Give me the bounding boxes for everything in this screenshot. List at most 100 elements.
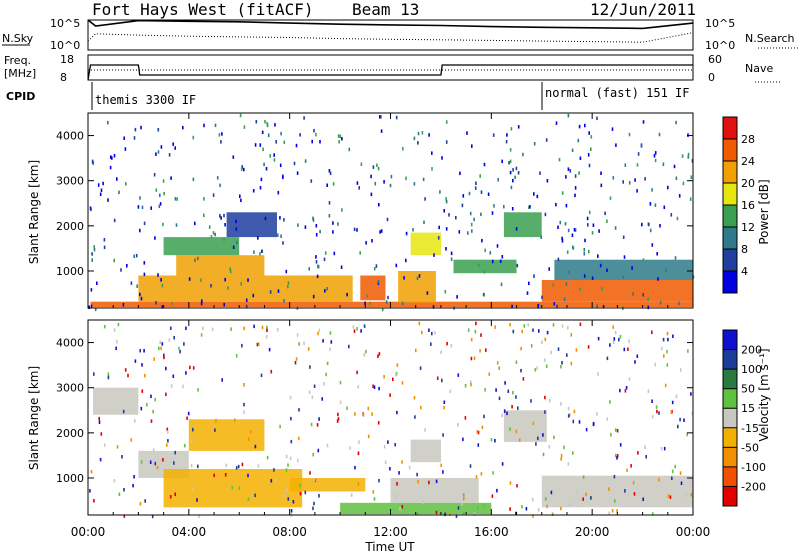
velocity-speckle [165, 392, 167, 397]
velocity-speckle [378, 478, 380, 483]
power-speckle [160, 278, 162, 282]
velocity-speckle [679, 471, 682, 475]
power-speckle [509, 148, 512, 152]
power-speckle [654, 203, 657, 207]
velocity-region-6 [390, 478, 479, 503]
velocity-speckle [100, 432, 103, 436]
velocity-speckle [671, 469, 674, 474]
power-speckle [571, 233, 574, 237]
velocity-speckle [290, 416, 292, 421]
velocity-speckle [116, 340, 118, 344]
power-speckle [506, 133, 508, 137]
nsky-left-tick-bottom: 10^0 [50, 39, 80, 52]
velocity-speckle [680, 481, 683, 485]
power-speckle [287, 284, 289, 289]
power-speckle [578, 171, 580, 175]
power-speckle [139, 228, 141, 233]
velocity-speckle [670, 410, 673, 414]
power-speckle [654, 158, 657, 163]
power-colorbar-swatch [723, 183, 737, 206]
power-speckle [606, 219, 608, 223]
power-speckle [304, 225, 307, 229]
velocity-speckle [326, 443, 329, 448]
power-speckle [282, 175, 284, 180]
velocity-speckle [418, 321, 421, 326]
power-speckle [162, 179, 165, 183]
velocity-speckle [211, 327, 214, 332]
velocity-speckle [647, 389, 650, 393]
velocity-speckle [543, 358, 546, 362]
velocity-panel: Slant Range [km] 1000 2000 3000 4000 [27, 319, 694, 519]
power-speckle [125, 182, 127, 186]
velocity-speckle [313, 384, 316, 388]
power-speckle [516, 263, 519, 268]
power-speckle [450, 251, 453, 256]
velocity-speckle [183, 342, 185, 346]
power-speckle [514, 175, 516, 180]
power-colorbar-tick-label: 20 [741, 177, 755, 190]
power-speckle [111, 156, 113, 160]
power-speckle [640, 143, 643, 147]
power-speckle [287, 281, 290, 285]
velocity-speckle [435, 479, 438, 484]
power-speckle [328, 214, 331, 218]
velocity-speckle [587, 345, 590, 349]
power-speckle [651, 188, 653, 192]
power-speckle [416, 276, 419, 281]
power-speckle [161, 305, 164, 309]
velocity-speckle [292, 500, 295, 504]
power-speckle [333, 251, 336, 256]
velocity-speckle [297, 458, 299, 463]
power-speckle [232, 155, 235, 159]
power-speckle [310, 179, 313, 183]
velocity-speckle [304, 490, 307, 495]
power-speckle [483, 162, 486, 167]
velocity-speckle [150, 394, 152, 399]
velocity-speckle [352, 325, 355, 329]
power-speckle [214, 232, 216, 237]
power-speckle [154, 236, 156, 240]
velocity-speckle [477, 430, 480, 435]
velocity-speckle [261, 325, 264, 330]
power-speckle [243, 167, 245, 172]
power-colorbar-swatch [723, 249, 737, 272]
power-speckle [401, 301, 404, 306]
power-speckle [134, 127, 137, 132]
velocity-speckle [530, 399, 532, 403]
power-speckle [283, 140, 286, 145]
power-speckle [431, 151, 433, 155]
power-speckle [96, 281, 98, 285]
velocity-speckle [616, 509, 618, 513]
velocity-speckle [651, 512, 654, 516]
velocity-colorbar-swatch [723, 369, 737, 390]
velocity-speckle [107, 372, 110, 376]
velocity-speckle [561, 361, 563, 365]
power-colorbar-tick-label: 4 [741, 265, 748, 278]
velocity-speckle [367, 406, 370, 411]
velocity-speckle [592, 421, 595, 426]
velocity-speckle [107, 375, 110, 380]
power-speckle [609, 196, 612, 200]
velocity-speckle [624, 489, 626, 493]
velocity-speckle [606, 417, 609, 421]
power-speckle [574, 228, 577, 232]
velocity-speckle [686, 432, 688, 437]
velocity-speckle [517, 406, 519, 410]
power-speckle [405, 258, 407, 263]
power-speckle [413, 182, 416, 186]
power-speckle [445, 199, 448, 204]
power-speckle [317, 264, 319, 269]
velocity-speckle [667, 337, 669, 342]
velocity-speckle [317, 331, 319, 336]
velocity-speckle [560, 453, 563, 458]
power-speckle [403, 276, 405, 280]
velocity-speckle [655, 405, 658, 409]
velocity-speckle [363, 353, 365, 357]
power-speckle [632, 292, 634, 296]
beam-label: Beam 13 [352, 0, 419, 19]
velocity-speckle [354, 412, 356, 416]
power-speckle [622, 235, 625, 239]
velocity-speckle [634, 360, 636, 364]
power-speckle [509, 170, 512, 175]
